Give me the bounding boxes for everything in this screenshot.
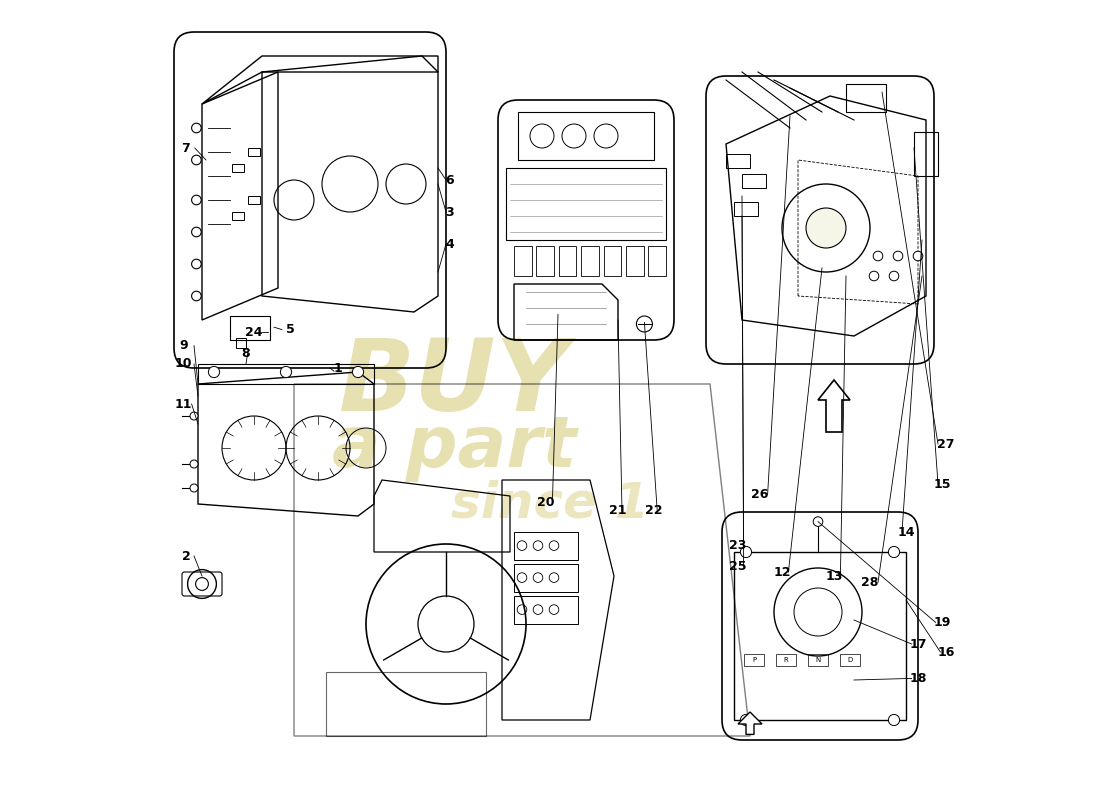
Text: 6: 6 [446,174,454,186]
Circle shape [191,123,201,133]
Text: 10: 10 [175,358,192,370]
Bar [742,174,766,188]
Circle shape [190,412,198,420]
Text: since 1: since 1 [451,480,649,528]
Text: 4: 4 [446,238,454,250]
Text: 5: 5 [286,323,295,336]
Bar [514,596,578,624]
Circle shape [191,195,201,205]
Bar [230,316,270,340]
Text: 21: 21 [609,504,627,517]
Text: 8: 8 [242,347,251,360]
Text: a part: a part [332,414,576,482]
Bar [604,246,622,276]
Circle shape [191,155,201,165]
Polygon shape [738,712,762,734]
Circle shape [893,251,903,261]
Bar [734,202,758,216]
Circle shape [352,366,364,378]
Bar [840,654,859,666]
Text: 23: 23 [729,539,747,552]
Bar [914,132,938,176]
Bar [232,164,243,172]
Bar [506,168,666,240]
Text: 19: 19 [933,616,950,629]
Circle shape [889,546,900,558]
Bar [808,654,827,666]
Bar [777,654,795,666]
Bar [236,338,246,348]
Bar [745,654,763,666]
Text: 14: 14 [898,526,915,538]
Circle shape [813,517,823,526]
Circle shape [637,316,652,332]
Circle shape [740,714,751,726]
Circle shape [873,251,883,261]
Text: 28: 28 [861,576,879,589]
Circle shape [190,460,198,468]
Text: 7: 7 [182,142,190,154]
Text: 12: 12 [773,566,791,578]
Text: 22: 22 [646,504,662,517]
Circle shape [190,484,198,492]
Circle shape [806,208,846,248]
Circle shape [913,251,923,261]
Bar [514,564,578,592]
Bar [846,84,886,112]
Text: 17: 17 [910,638,926,650]
Text: N: N [815,657,821,663]
Text: 2: 2 [182,550,190,562]
Text: 27: 27 [937,438,955,450]
Circle shape [740,546,751,558]
Polygon shape [818,380,850,432]
Text: P: P [752,657,756,663]
Text: 15: 15 [933,478,950,490]
Circle shape [869,271,879,281]
Bar [626,246,644,276]
Text: 26: 26 [751,488,768,501]
Text: R: R [783,657,789,663]
Circle shape [280,366,292,378]
Bar [249,196,260,204]
Text: 16: 16 [937,646,955,658]
Bar [648,246,666,276]
Text: 9: 9 [179,339,188,352]
Bar [537,246,554,276]
Circle shape [208,366,220,378]
Circle shape [191,291,201,301]
Bar [559,246,576,276]
Circle shape [191,227,201,237]
Bar [514,246,531,276]
Bar [518,112,654,160]
Text: 11: 11 [175,398,192,410]
Text: D: D [847,657,852,663]
Circle shape [191,259,201,269]
Bar [726,154,750,168]
Text: 1: 1 [333,362,342,374]
Text: BUY: BUY [339,335,569,433]
Text: 20: 20 [537,496,554,509]
Text: 3: 3 [446,206,454,218]
Circle shape [889,714,900,726]
Bar [581,246,598,276]
Text: 13: 13 [825,570,843,582]
Circle shape [889,271,899,281]
Text: 24: 24 [245,326,263,338]
Bar [249,148,260,156]
Bar [232,212,243,220]
Text: 25: 25 [729,560,747,573]
Text: 18: 18 [910,672,926,685]
Bar [514,532,578,560]
